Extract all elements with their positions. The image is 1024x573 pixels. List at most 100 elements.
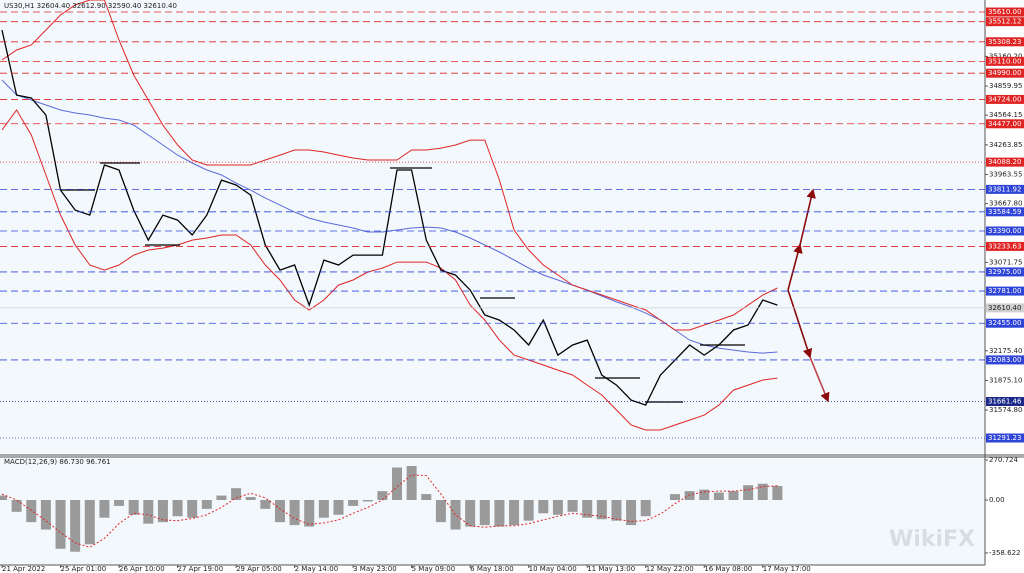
histogram-bar bbox=[260, 499, 271, 509]
arrow bbox=[809, 356, 830, 403]
x-tick-label: 29 Apr 05:00 bbox=[236, 565, 282, 573]
histogram-bar bbox=[99, 499, 110, 518]
current-price-label: 32610.40 bbox=[988, 304, 1021, 312]
y-tick-label: 31875.10 bbox=[989, 376, 1022, 384]
level-label: 35512.12 bbox=[988, 18, 1021, 26]
series-line bbox=[1, 0, 778, 331]
histogram-bar bbox=[289, 499, 300, 526]
y-tick-label: 34263.85 bbox=[989, 141, 1022, 149]
level-box bbox=[986, 56, 1024, 66]
watermark: WikiFX bbox=[889, 527, 975, 552]
histogram-bar bbox=[669, 494, 680, 500]
histogram-bar bbox=[684, 491, 695, 500]
histogram-bar bbox=[143, 499, 154, 524]
level-box bbox=[986, 355, 1024, 365]
histogram-bar bbox=[757, 483, 768, 500]
x-tick-label: 17 May 17:00 bbox=[763, 565, 811, 573]
y-tick-label: 33667.80 bbox=[989, 200, 1022, 208]
x-tick-label: 27 Apr 19:00 bbox=[178, 565, 224, 573]
histogram-bar bbox=[406, 466, 417, 500]
y-tick-label: 31574.80 bbox=[989, 406, 1022, 414]
y-tick-label: 34859.95 bbox=[989, 82, 1022, 90]
histogram-bar bbox=[728, 491, 739, 500]
level-box bbox=[986, 184, 1024, 194]
histogram-bar bbox=[465, 499, 476, 527]
arrow bbox=[787, 243, 803, 291]
histogram-bar bbox=[552, 499, 563, 515]
current-price-box bbox=[986, 303, 1024, 313]
histogram-bar bbox=[494, 499, 505, 527]
histogram-bar bbox=[377, 491, 388, 500]
series-line bbox=[1, 109, 778, 431]
level-box bbox=[986, 17, 1024, 27]
level-box bbox=[986, 226, 1024, 236]
x-tick-label: 16 May 08:00 bbox=[704, 565, 752, 573]
y-tick-label: 35160.20 bbox=[989, 52, 1022, 60]
level-box bbox=[986, 207, 1024, 217]
series-line bbox=[1, 29, 778, 406]
x-tick-label: 26 Apr 10:00 bbox=[119, 565, 165, 573]
histogram-bar bbox=[421, 494, 432, 500]
x-tick-label: 25 Apr 01:00 bbox=[61, 565, 107, 573]
histogram-bar bbox=[640, 499, 651, 517]
level-box bbox=[986, 241, 1024, 251]
histogram-bar bbox=[187, 499, 198, 518]
histogram-bar bbox=[479, 499, 490, 526]
level-box bbox=[986, 94, 1024, 104]
x-tick-label: 12 May 22:00 bbox=[646, 565, 694, 573]
level-label: 33390.00 bbox=[988, 227, 1021, 235]
histogram-bar bbox=[114, 499, 125, 506]
arrow bbox=[799, 188, 816, 246]
histogram-bar bbox=[157, 499, 168, 523]
histogram-bar bbox=[26, 499, 37, 523]
histogram-bar bbox=[333, 499, 344, 515]
histogram-bar bbox=[0, 495, 7, 500]
level-box bbox=[986, 318, 1024, 328]
x-tick-label: 3 May 23:00 bbox=[353, 565, 397, 573]
histogram-bar bbox=[216, 495, 227, 500]
x-tick-label: 11 May 13:00 bbox=[587, 565, 635, 573]
level-box bbox=[986, 286, 1024, 296]
x-tick-label: 6 May 18:00 bbox=[470, 565, 514, 573]
level-label: 34088.20 bbox=[988, 158, 1021, 166]
level-label: 31661.46 bbox=[988, 397, 1022, 405]
histogram-bar bbox=[582, 499, 593, 518]
main-plot-bg bbox=[0, 0, 985, 455]
level-box bbox=[986, 396, 1024, 406]
series-line bbox=[1, 474, 778, 548]
level-label: 34724.00 bbox=[988, 95, 1021, 103]
level-label: 32781.00 bbox=[988, 287, 1021, 295]
histogram-bar bbox=[172, 499, 183, 517]
histogram-bar bbox=[743, 485, 754, 500]
y-tick-label: 33963.55 bbox=[989, 170, 1022, 178]
chart-title: US30,H1 32604.40 32612.90 32590.40 32610… bbox=[4, 2, 177, 10]
histogram-bar bbox=[450, 499, 461, 530]
y-tick-label: 33071.75 bbox=[989, 258, 1022, 266]
level-label: 34477.00 bbox=[988, 120, 1021, 128]
histogram-bar bbox=[55, 499, 66, 549]
level-box bbox=[986, 37, 1024, 47]
histogram-bar bbox=[11, 499, 22, 512]
level-label: 33233.63 bbox=[988, 242, 1021, 250]
histogram-bar bbox=[538, 499, 549, 514]
histogram-bar bbox=[274, 499, 285, 523]
histogram-bar bbox=[596, 499, 607, 520]
x-tick-label: 2 May 14:00 bbox=[295, 565, 339, 573]
x-tick-label: 10 May 04:00 bbox=[529, 565, 577, 573]
histogram-bar bbox=[392, 467, 403, 500]
level-box bbox=[986, 68, 1024, 78]
level-label: 35308.23 bbox=[988, 38, 1021, 46]
histogram-bar bbox=[70, 499, 81, 552]
support-segments bbox=[60, 162, 745, 403]
x-tick-label: 5 May 09:00 bbox=[412, 565, 456, 573]
macd-title: MACD(12,26,9) 86.730 96.761 bbox=[4, 458, 111, 466]
level-box bbox=[986, 7, 1024, 17]
level-label: 33811.92 bbox=[988, 185, 1021, 193]
level-label: 34990.00 bbox=[988, 69, 1021, 77]
y-tick-label: 0.00 bbox=[989, 496, 1005, 504]
histogram-bar bbox=[362, 499, 373, 502]
histogram-bar bbox=[84, 499, 95, 545]
histogram-bar bbox=[40, 499, 51, 530]
level-label: 33584.59 bbox=[988, 208, 1021, 216]
